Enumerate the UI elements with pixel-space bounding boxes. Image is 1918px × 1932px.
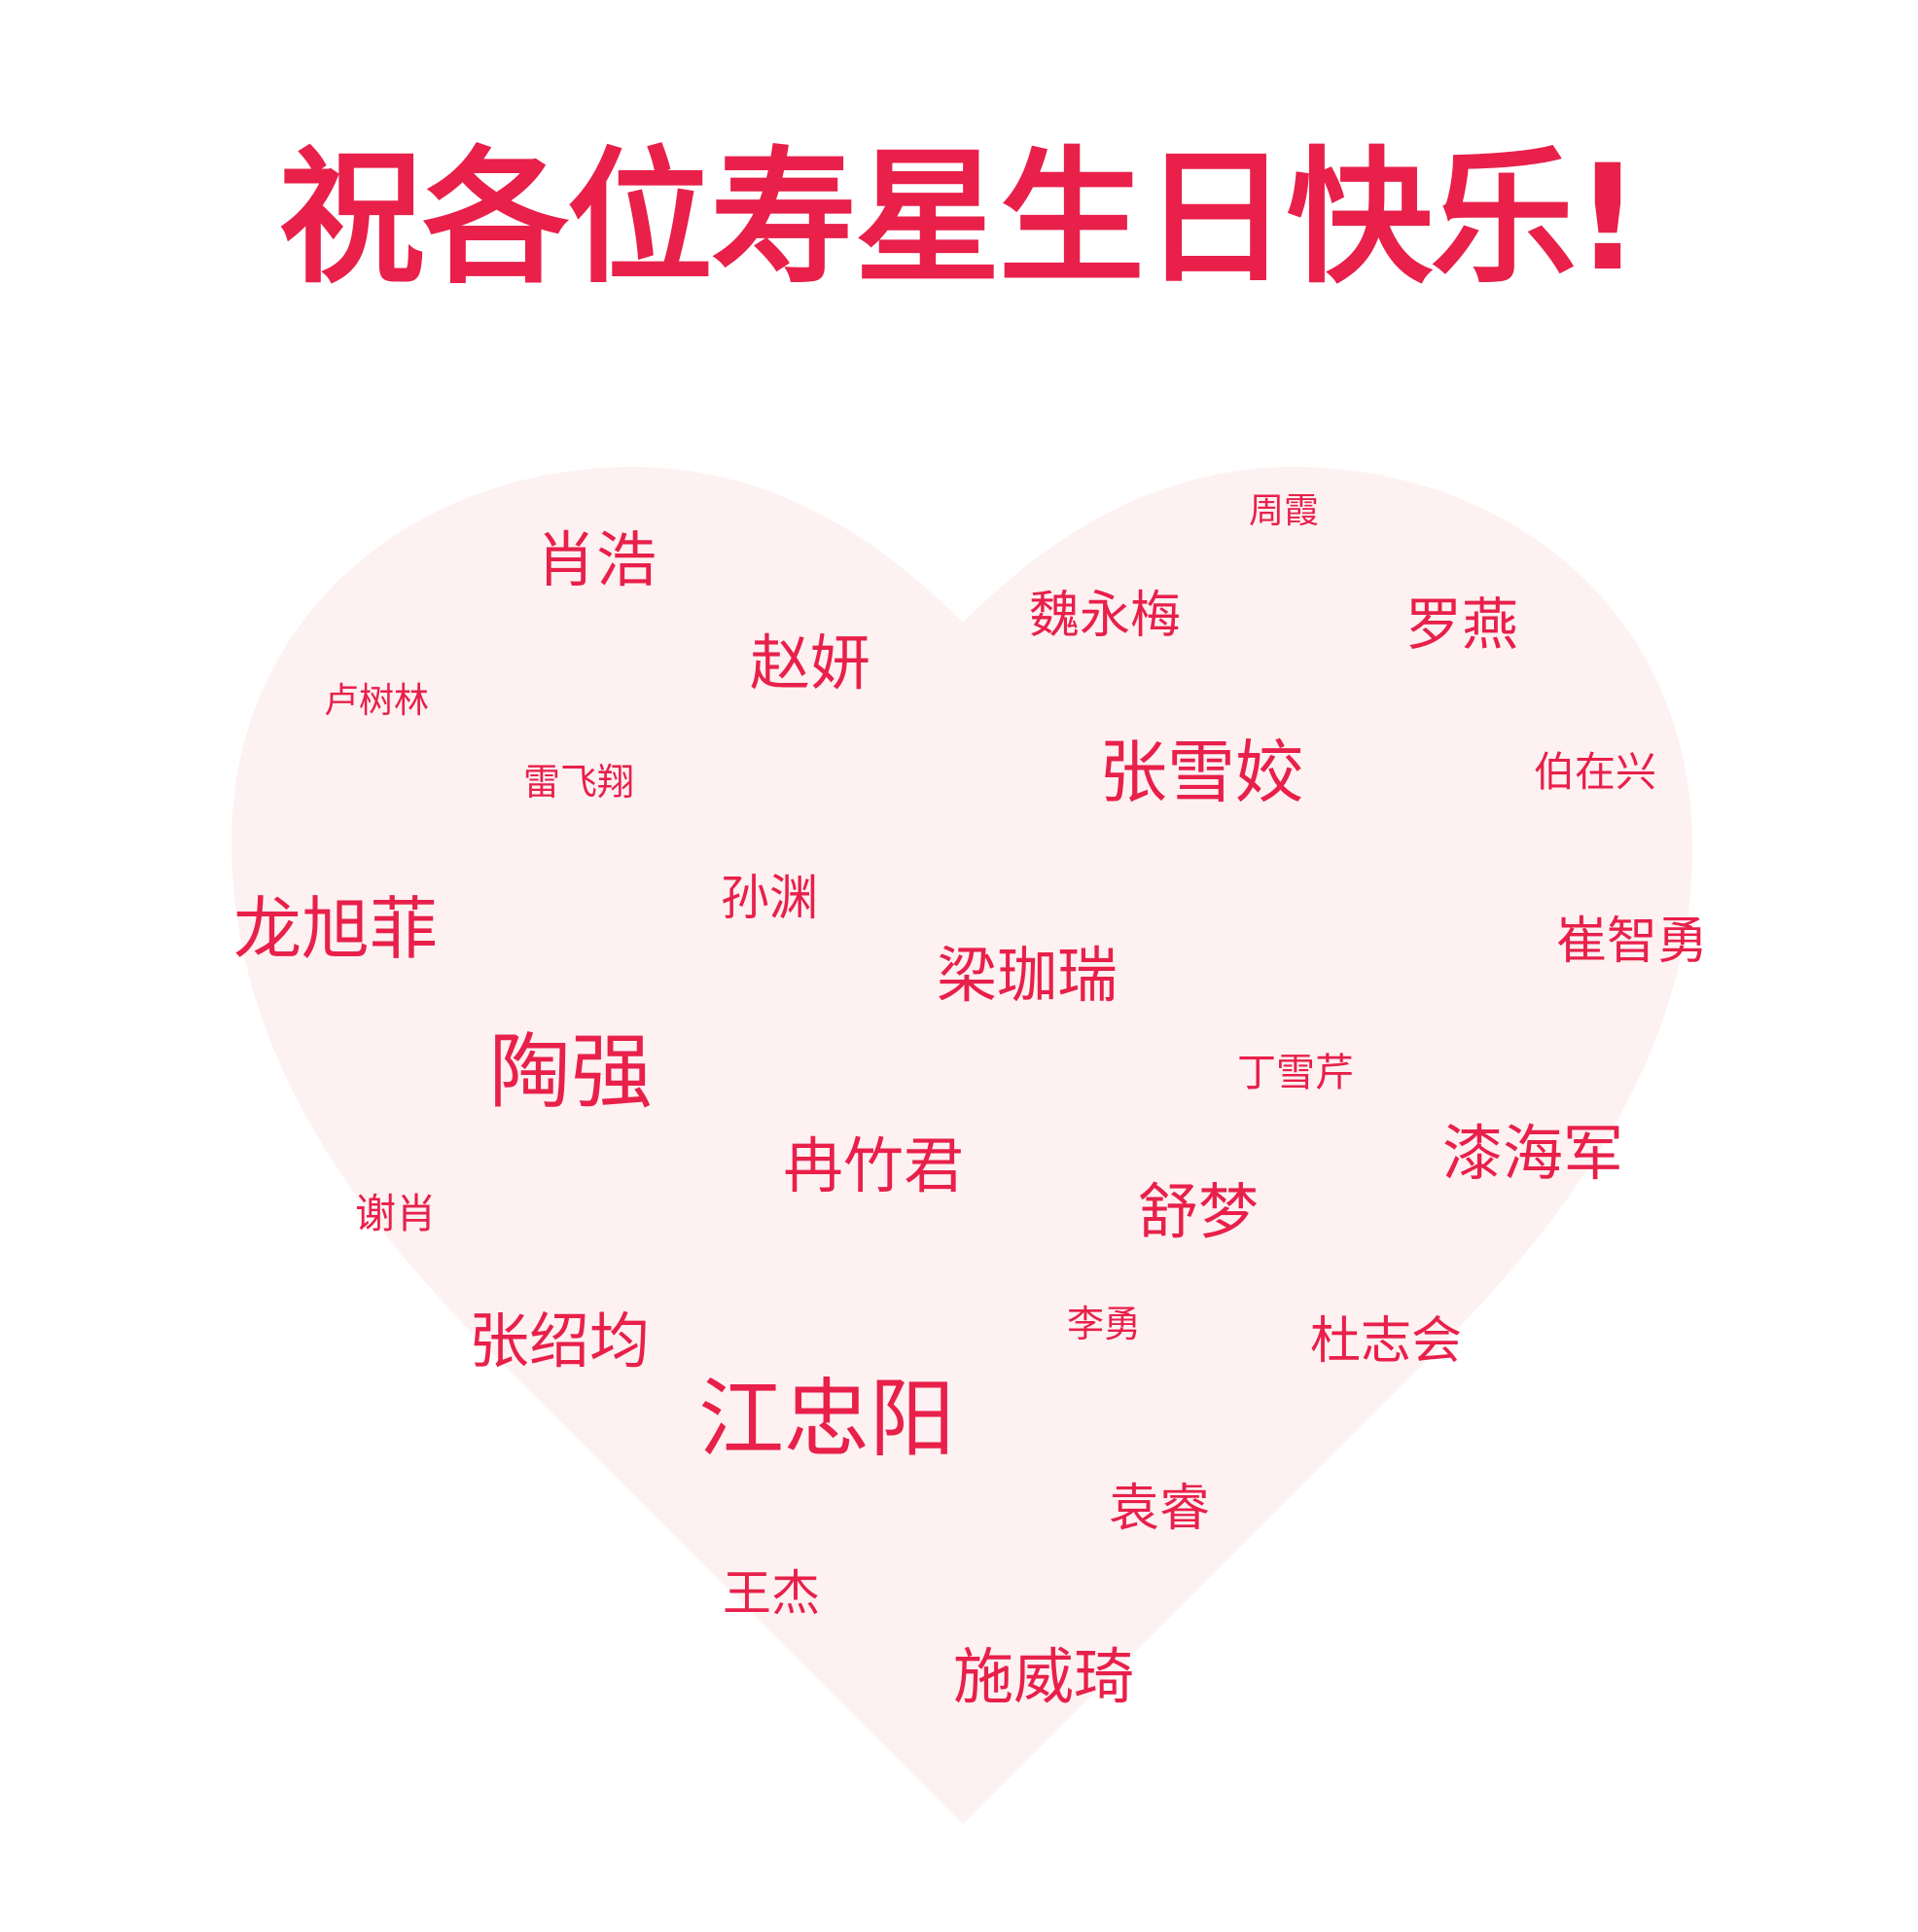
name-label: 江忠阳 [698, 1369, 956, 1469]
name-label: 谢肖 [355, 1190, 438, 1237]
name-label: 漆海军 [1442, 1118, 1624, 1189]
name-label: 周霞 [1249, 491, 1320, 531]
name-label: 龙旭菲 [233, 889, 438, 969]
name-label: 张绍均 [469, 1306, 651, 1377]
name-label: 陶强 [489, 1024, 654, 1120]
name-label: 舒梦 [1138, 1176, 1260, 1247]
name-label: 王杰 [723, 1565, 820, 1622]
name-label: 孙渊 [721, 870, 818, 926]
name-label: 张雪姣 [1099, 733, 1303, 812]
name-label: 李勇 [1067, 1303, 1142, 1345]
name-label: 丁雪芹 [1237, 1051, 1354, 1095]
name-label: 杜志会 [1310, 1312, 1463, 1371]
name-label: 袁睿 [1109, 1480, 1211, 1538]
name-label: 梁珈瑞 [937, 940, 1119, 1011]
name-label: 施威琦 [953, 1641, 1135, 1712]
name-label: 罗燕 [1405, 591, 1519, 658]
name-label: 雷飞翔 [523, 761, 635, 804]
name-label: 冉竹君 [783, 1130, 965, 1201]
name-label: 赵妍 [750, 627, 871, 698]
name-label: 肖浩 [536, 524, 657, 595]
page-title: 祝各位寿星生日快乐! [278, 134, 1641, 304]
name-label: 伯在兴 [1534, 748, 1657, 796]
name-label: 崔智勇 [1556, 912, 1709, 971]
name-label: 魏永梅 [1029, 587, 1182, 645]
name-label: 卢树林 [324, 681, 430, 721]
